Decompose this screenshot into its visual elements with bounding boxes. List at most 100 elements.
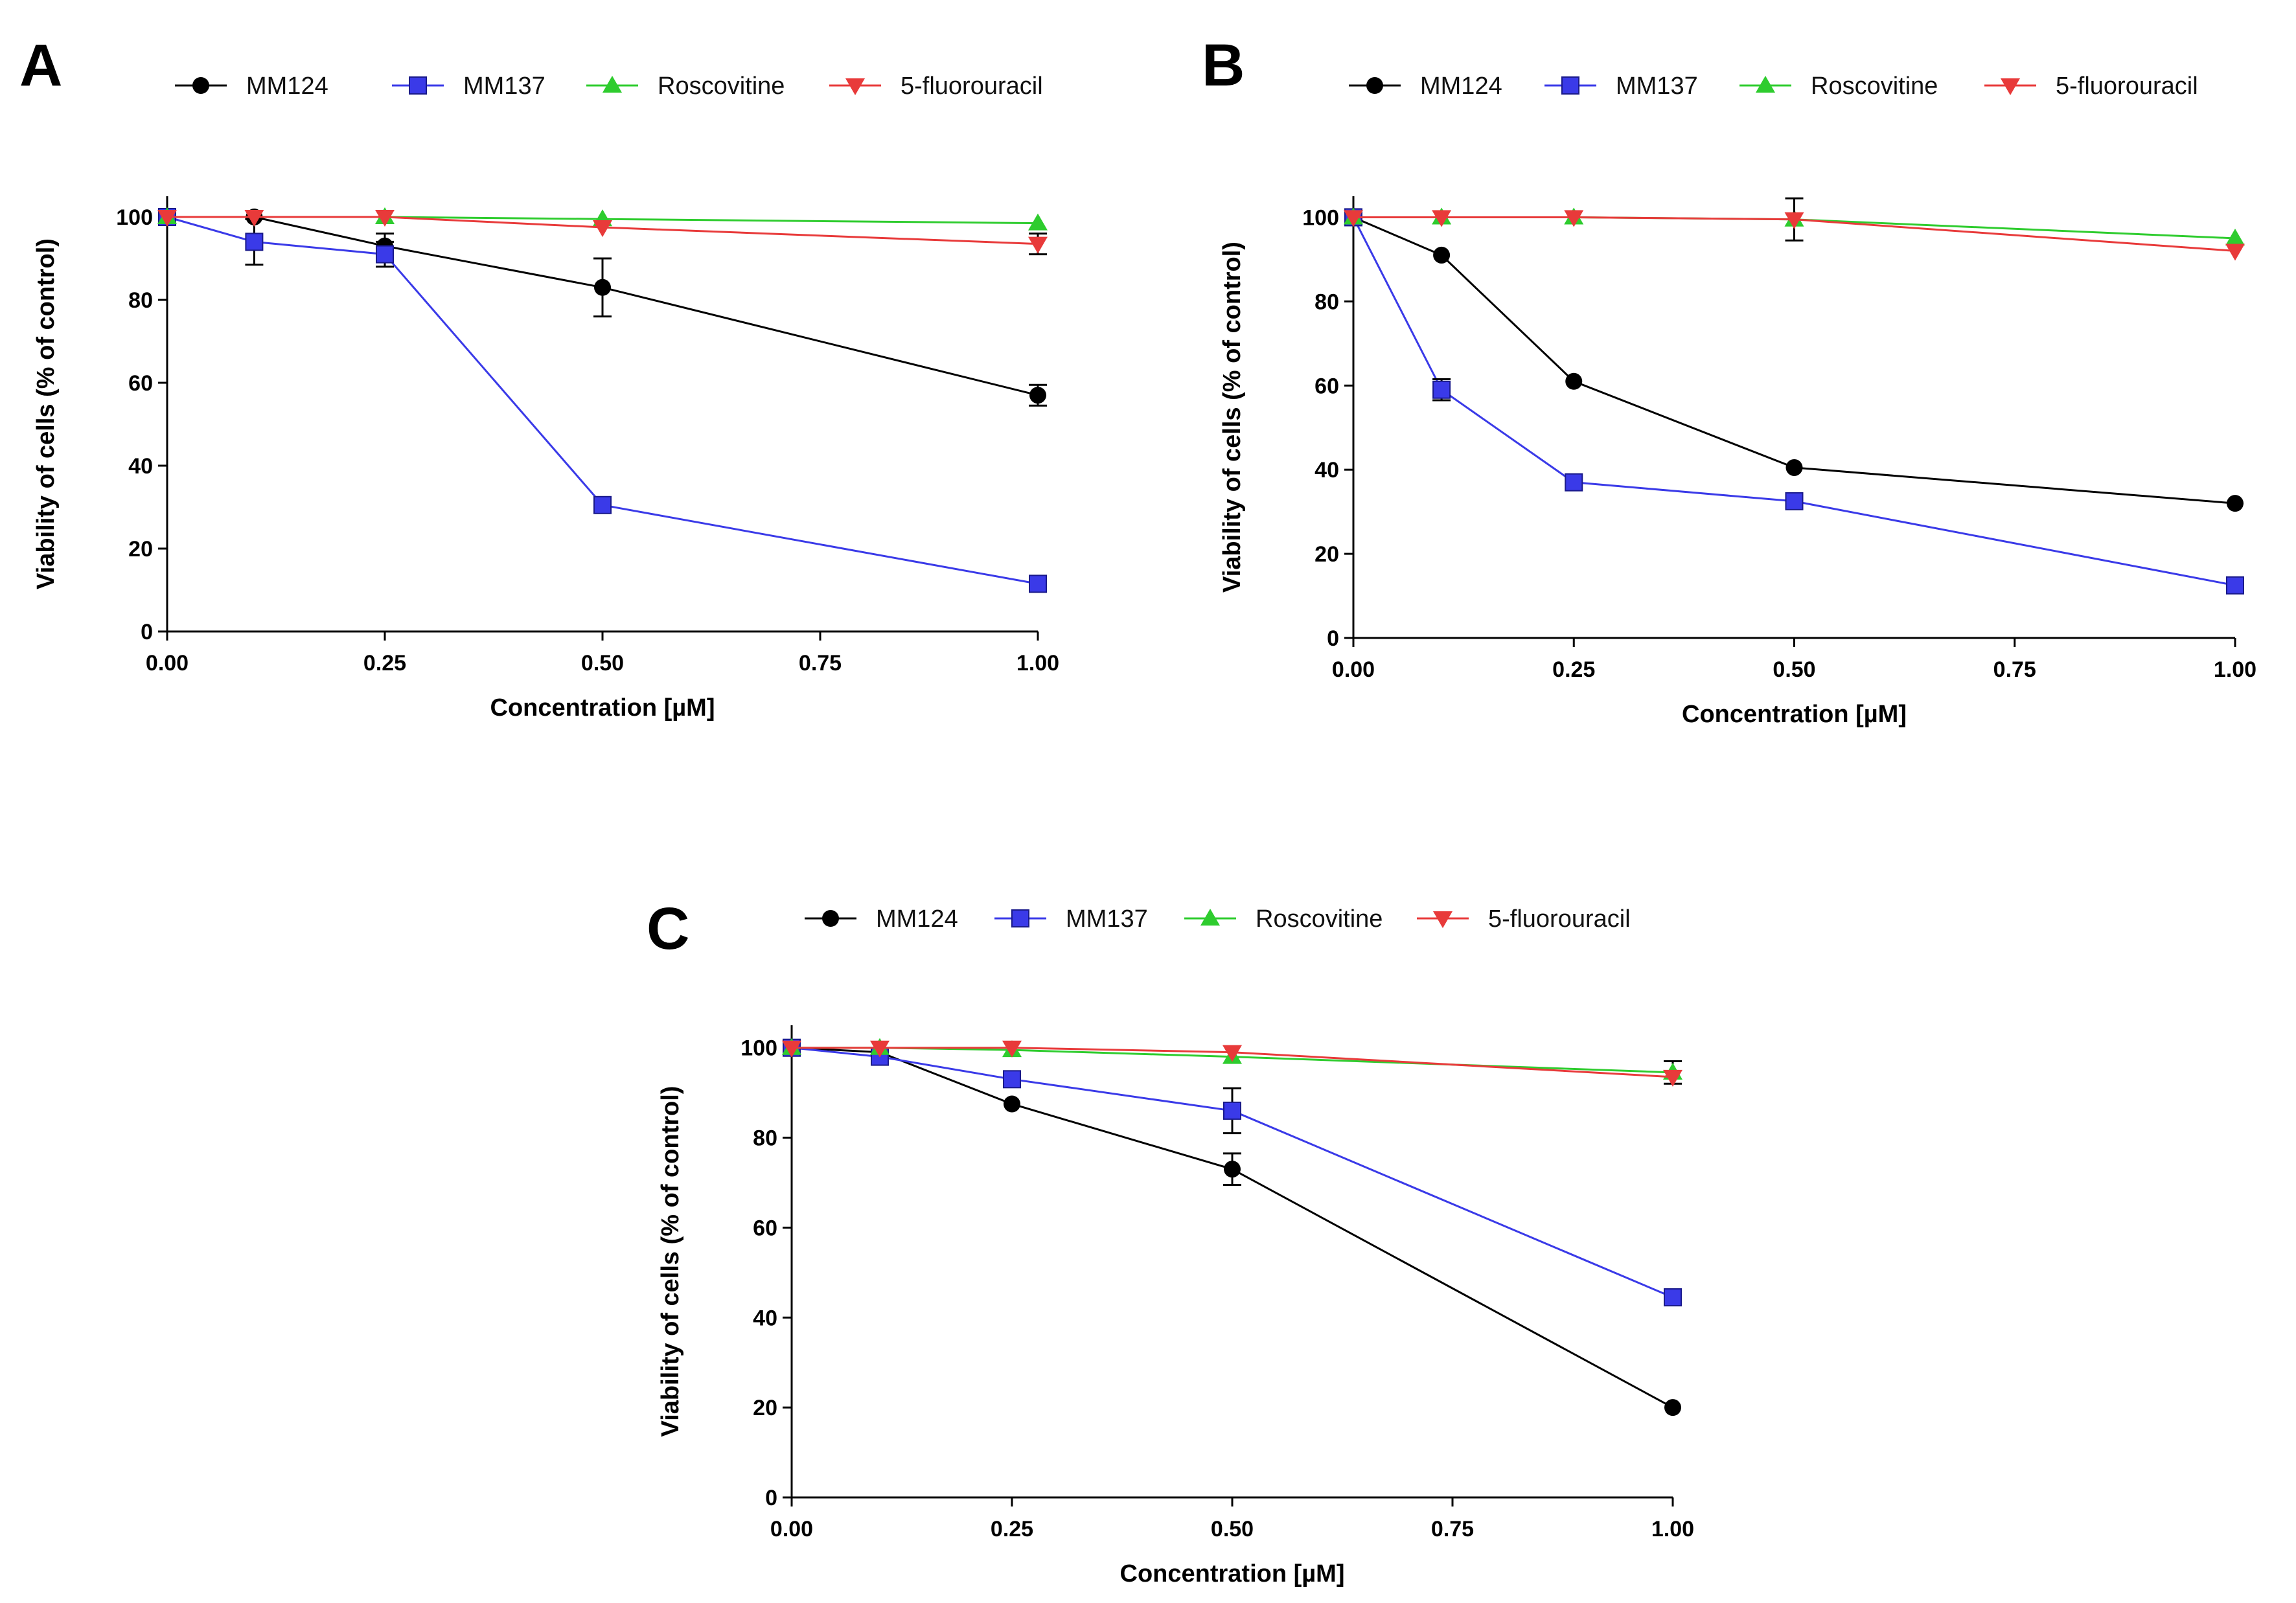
x-tick-label: 0.75 [799,651,842,676]
legend-marker [1561,76,1579,95]
data-point [1028,236,1048,254]
legend-label: MM124 [246,73,328,100]
data-point [157,210,177,227]
legend-marker [1366,77,1383,94]
y-tick-label: 0 [765,1486,777,1510]
panel-letter: C [647,896,689,962]
x-tick-label: 0.50 [1211,1517,1254,1541]
x-axis-title: Concentration [µM] [490,694,715,722]
x-tick-label: 0.25 [363,651,406,676]
x-tick-label: 0.50 [581,651,624,676]
data-point [245,233,264,251]
series-5-fluorouracil [157,210,1048,256]
legend-marker [1200,909,1220,926]
series-5-fluorouracil [1344,197,2245,261]
data-point [1564,210,1584,227]
data-point [244,210,264,227]
x-tick-label: 0.75 [1993,657,2036,682]
legend-marker [603,76,622,93]
data-point [2225,244,2245,261]
legend-label: MM124 [1420,73,1502,100]
data-point [593,220,612,237]
y-axis-title: Viability of cells (% of control) [32,238,60,589]
legend-marker [845,78,865,95]
y-tick-label: 40 [1314,458,1339,483]
x-tick-label: 1.00 [1651,1517,1694,1541]
legend-label: Roscovitine [1811,73,1938,100]
y-tick-label: 40 [753,1306,777,1330]
data-point [2226,576,2244,595]
data-point [1433,246,1451,264]
data-point [593,495,612,514]
data-point [1432,380,1451,399]
data-point [1432,210,1452,227]
y-tick-label: 100 [740,1036,777,1061]
legend-label: Roscovitine [658,73,785,100]
y-tick-label: 0 [141,620,153,644]
data-point [1664,1288,1682,1307]
y-tick-label: 20 [753,1396,777,1420]
data-point [1224,1161,1241,1178]
x-tick-label: 0.25 [991,1517,1033,1541]
legend-label: 5-fluorouracil [1488,905,1631,933]
chart-panel-c: C MM124 MM137 Roscovitine 5-fluorouracil 0.00… [647,896,1694,1587]
data-point [1028,213,1048,231]
panel-letter: B [1202,32,1245,98]
data-point [1029,387,1046,404]
legend-label: 5-fluorouracil [901,73,1043,100]
y-tick-label: 80 [128,288,153,313]
legend-label: Roscovitine [1256,905,1383,933]
y-tick-label: 80 [753,1126,777,1151]
legend-label: 5-fluorouracil [2056,73,2198,100]
chart-panel-b: B MM124 MM137 Roscovitine 5-fluorouracil 0.00… [1202,32,2256,728]
y-tick-label: 60 [753,1216,777,1240]
series-5-fluorouracil [782,1040,1682,1087]
y-tick-label: 40 [128,454,153,479]
x-axis-title: Concentration [µM] [1120,1560,1345,1587]
y-tick-label: 0 [1327,626,1339,651]
legend-label: MM137 [1616,73,1698,100]
data-point [1784,212,1804,229]
y-tick-label: 20 [128,537,153,562]
data-point [1223,1045,1242,1062]
series-mm137 [1344,208,2244,595]
data-point [870,1040,890,1058]
data-point [1785,459,1803,476]
series-mm137 [158,208,1047,593]
legend-marker [1756,76,1775,93]
legend-marker [1433,911,1452,928]
x-tick-label: 1.00 [1016,651,1059,676]
data-point [1344,210,1363,227]
x-tick-label: 0.00 [1332,657,1375,682]
y-tick-label: 100 [1302,205,1339,230]
y-axis-title: Viability of cells (% of control) [657,1086,684,1437]
data-point [594,279,611,296]
data-point [1002,1040,1022,1058]
x-axis-title: Concentration [µM] [1682,701,1907,728]
panel-letter: A [19,32,62,98]
x-tick-label: 0.75 [1431,1517,1474,1541]
data-point [2225,228,2245,245]
y-tick-label: 60 [128,371,153,396]
data-point [1029,574,1047,593]
y-axis-title: Viability of cells (% of control) [1219,242,1246,593]
x-tick-label: 0.25 [1552,657,1595,682]
data-point [376,245,394,264]
data-point [1565,473,1583,492]
y-tick-label: 80 [1314,290,1339,314]
data-point [1565,372,1583,390]
y-tick-label: 100 [116,205,153,230]
x-tick-label: 0.00 [770,1517,813,1541]
data-point [2227,495,2244,512]
data-point [1663,1069,1682,1087]
legend-label: MM137 [463,73,545,100]
data-point [375,210,395,227]
chart-panel-a: A MM124 MM137 Roscovitine 5-fluorouracil 0.00… [19,32,1059,722]
data-point [1004,1095,1020,1113]
data-point [1785,492,1804,510]
data-point [1003,1070,1021,1089]
legend-label: MM137 [1066,905,1148,933]
legend: MM124 MM137 Roscovitine 5-fluorouracil [1349,73,2198,100]
legend-marker [2001,78,2020,95]
